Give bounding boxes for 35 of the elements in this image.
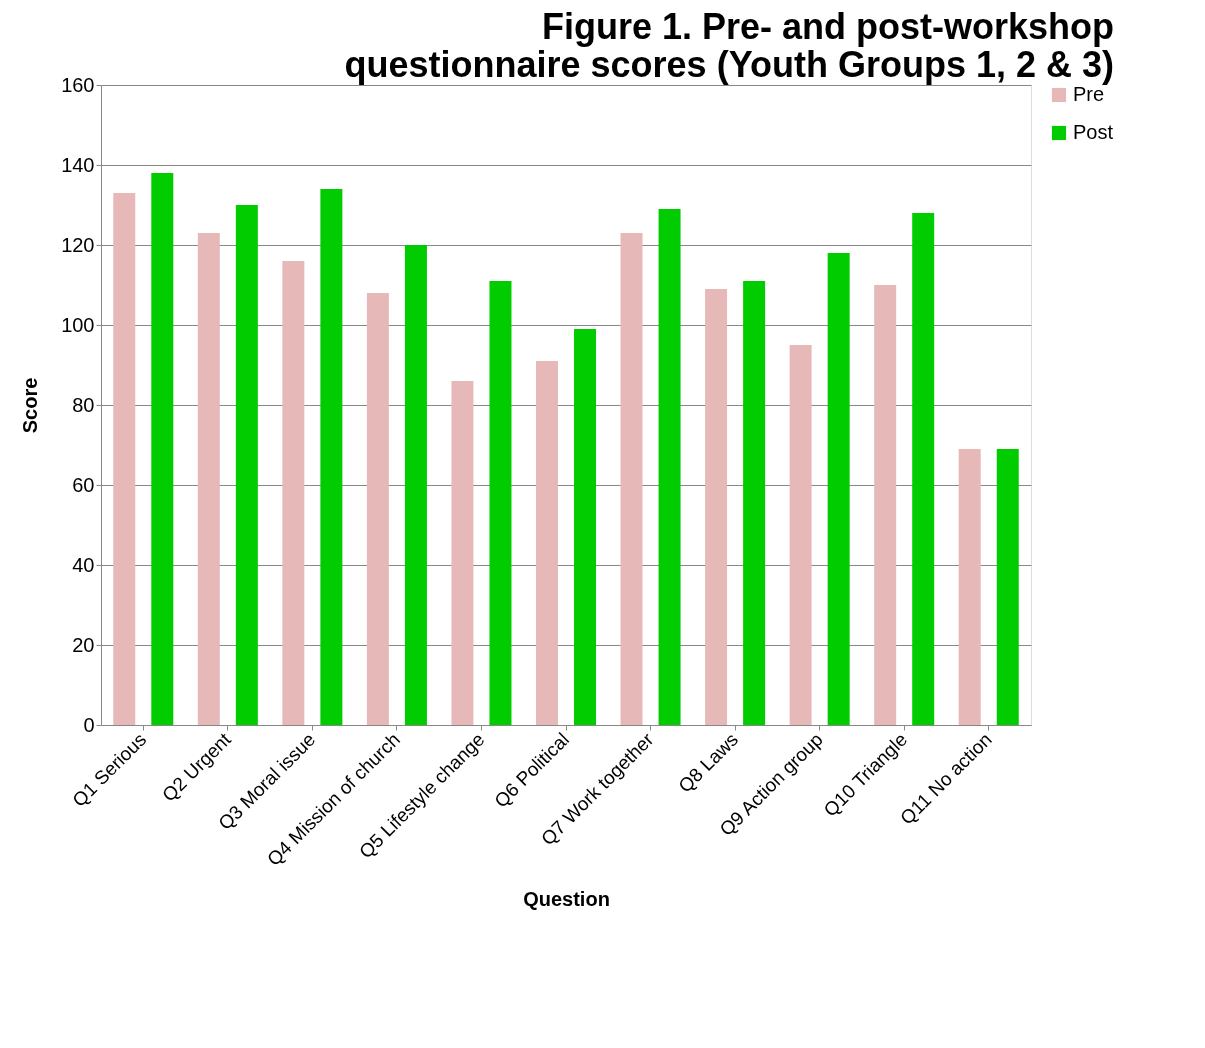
y-tick-label: 40	[72, 553, 95, 576]
y-tick-label: 100	[61, 313, 95, 336]
bar	[113, 193, 136, 725]
bar	[743, 281, 766, 725]
bar	[320, 189, 343, 725]
y-axis-title: Score	[19, 377, 42, 434]
bar	[827, 253, 850, 725]
bar	[535, 361, 558, 725]
bar	[996, 449, 1019, 725]
bar	[404, 245, 427, 725]
bar	[620, 233, 643, 725]
y-tick-label: 140	[61, 153, 95, 176]
bar	[366, 293, 389, 725]
bar	[789, 345, 812, 725]
bar	[235, 205, 258, 725]
text: Figure 1. Pre- and post-workshop	[541, 6, 1114, 47]
bar	[451, 381, 474, 725]
y-tick-label: 120	[61, 233, 95, 256]
bar	[151, 173, 174, 725]
bar	[282, 261, 305, 725]
bar	[705, 289, 728, 725]
y-tick-label: 60	[72, 473, 95, 496]
bar	[197, 233, 220, 725]
bar	[874, 285, 897, 725]
bar	[658, 209, 681, 725]
x-axis-title: Question	[523, 887, 610, 910]
y-tick-label: 160	[61, 73, 95, 96]
bar	[958, 449, 981, 725]
bar	[489, 281, 512, 725]
y-tick-label: 80	[72, 393, 95, 416]
y-tick-label: 0	[83, 713, 95, 736]
bar	[912, 213, 935, 725]
y-tick-label: 20	[72, 633, 95, 656]
bar	[574, 329, 597, 725]
legend-label: Post	[1073, 121, 1114, 143]
